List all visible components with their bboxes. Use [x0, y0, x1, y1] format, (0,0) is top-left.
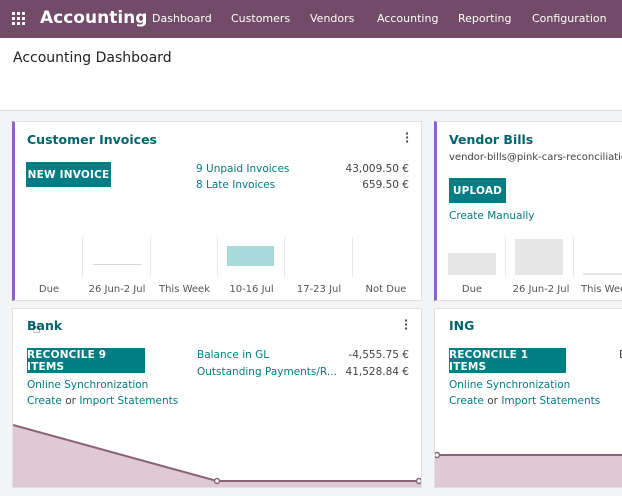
menu-customers[interactable]: Customers: [231, 12, 291, 25]
reconcile-items-button[interactable]: RECONCILE 9 ITEMS: [27, 348, 145, 373]
chart-gridline: [150, 237, 151, 277]
late-invoices-value: 659.50 €: [362, 179, 409, 191]
chart-bar-10-16jul[interactable]: [227, 246, 274, 266]
chart-point[interactable]: [435, 451, 441, 459]
kebab-menu-icon[interactable]: · · ·: [404, 314, 409, 335]
chart-label-10-16jul: 10-16 Jul: [229, 284, 274, 295]
import-statements-link[interactable]: Import Statements: [501, 395, 601, 407]
chart-bar-this-week[interactable]: [583, 273, 622, 275]
top-navbar: Accounting Dashboard Customers Vendors A…: [0, 0, 622, 38]
app-brand[interactable]: Accounting: [40, 8, 148, 28]
ing-card: ING RECONCILE 1 ITEMS B Online Synchroni…: [434, 308, 622, 488]
chart-label-due: Due: [38, 284, 60, 295]
chart-bar-due[interactable]: [448, 253, 496, 275]
menu-reporting[interactable]: Reporting: [458, 12, 512, 25]
chart-area: [13, 425, 421, 487]
late-invoices-link[interactable]: 8 Late Invoices: [196, 179, 276, 191]
chart-label-not-due: Not Due: [365, 284, 407, 295]
vendor-bills-title[interactable]: Vendor Bills: [449, 132, 534, 147]
online-synchronization-link[interactable]: Online Synchronization: [449, 379, 571, 391]
chart-label-17-23jul: 17-23 Jul: [296, 284, 342, 295]
menu-vendors[interactable]: Vendors: [310, 12, 355, 25]
menu-accounting[interactable]: Accounting: [377, 12, 439, 25]
customer-invoices-card: Customer Invoices · · · NEW INVOICE 9 Unpa…: [12, 121, 422, 301]
chart-gridline: [217, 237, 218, 277]
chart-gridline: [284, 237, 285, 277]
balance-in-gl-value: -4,555.75 €: [348, 349, 409, 361]
chart-label-this-week: This Week: [158, 284, 210, 295]
create-import-links: Create or Import Statements: [27, 395, 178, 407]
online-synchronization-link[interactable]: Online Synchronization: [27, 379, 149, 391]
chart-bar-26jun[interactable]: [515, 239, 563, 275]
create-manually-link[interactable]: Create Manually: [449, 210, 535, 222]
chart-label-26jun: 26 Jun-2 Jul: [512, 284, 570, 295]
vendor-bills-email: vendor-bills@pink-cars-reconciliation: [449, 152, 622, 163]
chart-point[interactable]: [415, 477, 422, 485]
menu-dashboard[interactable]: Dashboard: [152, 12, 212, 25]
balance-line-chart: [13, 424, 422, 487]
control-panel: Accounting Dashboard: [0, 38, 622, 111]
balance-in-gl-link[interactable]: Balance in GL: [197, 349, 270, 361]
create-link[interactable]: Create: [449, 395, 484, 407]
unpaid-invoices-link[interactable]: 9 Unpaid Invoices: [196, 163, 290, 175]
chart-bar-26jun[interactable]: [93, 264, 141, 265]
chart-point[interactable]: [213, 477, 221, 485]
chart-gridline: [505, 237, 506, 277]
or-text: or: [487, 395, 498, 407]
chart-label-due: Due: [461, 284, 483, 295]
chart-gridline: [352, 237, 353, 277]
page-title: Accounting Dashboard: [13, 50, 172, 66]
create-import-links: Create or Import Statements: [449, 395, 600, 407]
mouse-cursor-icon: ☝: [32, 321, 41, 337]
outstanding-payments-value: 41,528.84 €: [345, 366, 409, 378]
new-invoice-button[interactable]: NEW INVOICE: [26, 162, 111, 187]
ing-title[interactable]: ING: [449, 318, 475, 333]
customer-invoices-title[interactable]: Customer Invoices: [27, 132, 157, 147]
kebab-menu-icon[interactable]: · · ·: [405, 127, 410, 148]
chart-gridline: [573, 237, 574, 277]
chart-gridline: [82, 237, 83, 277]
import-statements-link[interactable]: Import Statements: [79, 395, 179, 407]
chart-area: [435, 455, 622, 487]
balance-line-chart: [435, 451, 622, 487]
bank-card: Bank · · · RECONCILE 9 ITEMS Online Synchr…: [12, 308, 422, 488]
menu-configuration[interactable]: Configuration: [532, 12, 607, 25]
chart-label-this-week: This Wee: [581, 284, 622, 295]
unpaid-invoices-value: 43,009.50 €: [345, 163, 409, 175]
apps-grid-icon[interactable]: [12, 12, 25, 25]
chart-label-26jun: 26 Jun-2 Jul: [88, 284, 146, 295]
vendor-bills-card: Vendor Bills vendor-bills@pink-cars-reco…: [434, 121, 622, 301]
outstanding-payments-link[interactable]: Outstanding Payments/R...: [197, 366, 337, 378]
reconcile-items-button[interactable]: RECONCILE 1 ITEMS: [449, 348, 566, 373]
balance-label-partial: B: [619, 349, 622, 361]
bank-title[interactable]: Bank: [27, 318, 63, 333]
upload-button[interactable]: UPLOAD: [449, 178, 506, 203]
or-text: or: [65, 395, 76, 407]
create-link[interactable]: Create: [27, 395, 62, 407]
